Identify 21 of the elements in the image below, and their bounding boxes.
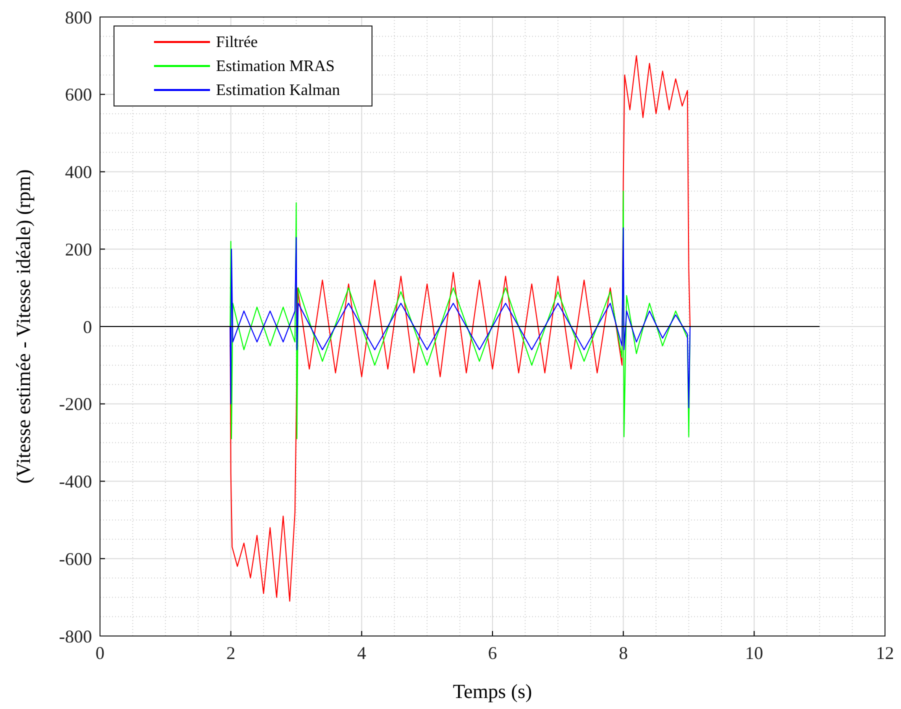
x-tick-label: 10 bbox=[745, 642, 764, 663]
x-tick-label: 0 bbox=[96, 642, 104, 663]
x-tick-label: 12 bbox=[876, 642, 894, 663]
y-tick-label: 400 bbox=[65, 162, 92, 182]
y-tick-label: 200 bbox=[65, 239, 92, 260]
y-axis-title: (Vitesse estimée - Vitesse idéale) (rpm) bbox=[13, 169, 35, 484]
legend-label: Estimation Kalman bbox=[216, 82, 340, 99]
x-tick-label: 8 bbox=[618, 642, 628, 663]
y-tick-label: 600 bbox=[65, 84, 92, 105]
x-tick-label: 6 bbox=[488, 642, 497, 663]
y-tick-label: -600 bbox=[59, 548, 92, 569]
x-tick-label: 2 bbox=[226, 642, 236, 663]
x-axis-title: Temps (s) bbox=[452, 681, 532, 703]
y-tick-label: 800 bbox=[65, 7, 92, 28]
legend-label: Filtrée bbox=[216, 34, 258, 51]
x-tick-label: 4 bbox=[357, 642, 366, 663]
legend-label: Estimation MRAS bbox=[216, 58, 335, 75]
y-tick-label: -400 bbox=[59, 472, 92, 492]
y-tick-label: -200 bbox=[59, 394, 92, 414]
y-tick-label: 0 bbox=[83, 316, 92, 337]
y-tick-label: -800 bbox=[59, 626, 92, 646]
